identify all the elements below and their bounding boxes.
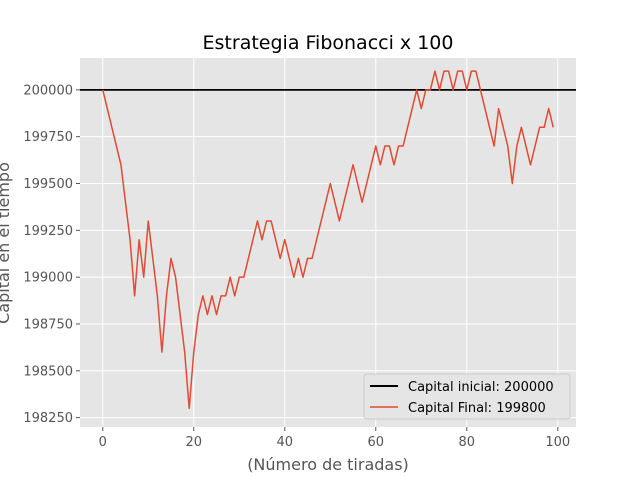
legend-label-final: Capital Final: 199800 [408,401,546,416]
x-tick-label: 20 [185,435,202,450]
x-axis-ticks: 0 20 40 60 80 100 [99,427,570,450]
y-tick-label: 199500 [23,177,73,192]
y-axis-ticks: 198250 198500 198750 199000 199250 199500 1997… [23,83,80,426]
y-tick-label: 199250 [23,224,73,239]
y-tick-label: 198750 [23,317,73,332]
plot-background [80,58,576,427]
x-tick-label: 40 [276,435,293,450]
x-axis-label: (Número de tiradas) [247,455,409,474]
y-axis-label: Capital en el tiempo [0,162,13,324]
x-tick-label: 60 [368,435,385,450]
y-tick-label: 199000 [23,271,73,286]
chart-title: Estrategia Fibonacci x 100 [203,32,454,54]
y-tick-label: 199750 [23,130,73,145]
legend-label-initial: Capital inicial: 200000 [408,380,554,395]
y-tick-label: 198250 [23,411,73,426]
legend-box [363,373,571,420]
x-tick-label: 100 [545,435,570,450]
x-tick-label: 80 [459,435,476,450]
capital-series-line [102,70,554,410]
legend: Capital inicial: 200000 Capital Final: 1… [363,373,571,420]
x-tick-label: 0 [99,435,107,450]
series-group [80,70,576,410]
y-tick-label: 200000 [23,83,73,98]
y-tick-label: 198500 [23,364,73,379]
